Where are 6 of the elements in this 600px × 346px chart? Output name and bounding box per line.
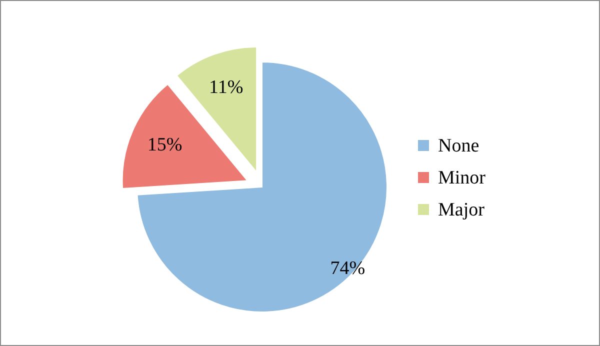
legend-label: None <box>438 136 480 156</box>
data-label: 74% <box>330 258 366 280</box>
data-label: 11% <box>209 76 244 98</box>
legend-label: Major <box>438 200 486 220</box>
data-label: 15% <box>147 134 182 156</box>
legend-label: Minor <box>438 168 486 188</box>
